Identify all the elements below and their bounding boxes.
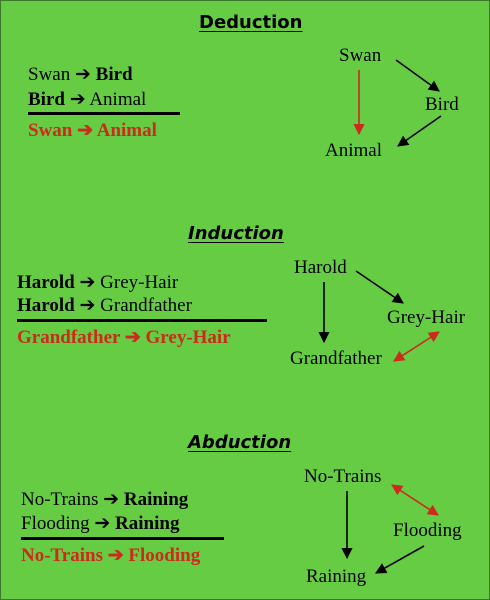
implies-arrow: ➔ [74,64,91,85]
abduction-premise-1: No-Trains ➔ Raining [21,489,188,511]
arrow-no-trains-flooding [391,484,439,516]
term: Raining [123,489,189,510]
term: No-Trains [21,545,103,566]
induction-premise-2: Harold ➔ Grandfather [17,295,192,317]
arrow-grandfather-grey-hair [393,331,440,362]
induction-node-grey-hair: Grey-Hair [387,307,466,328]
induction-title: Induction [188,223,284,244]
induction-node-grandfather: Grandfather [290,348,382,369]
term: Harold [17,295,75,316]
induction-node-harold: Harold [294,257,347,278]
arrow-flooding-to-raining [375,545,425,574]
term: Animal [96,120,157,141]
implies-arrow: ➔ [79,295,96,316]
deduction-node-swan: Swan [339,45,382,66]
implies-arrow: ➔ [79,272,96,293]
abduction-title: Abduction [188,432,292,453]
induction-conclusion: Grandfather ➔ Grey-Hair [17,327,231,349]
implies-arrow: ➔ [77,120,94,141]
term: Flooding [21,513,90,534]
term: Swan [28,64,71,85]
abduction-node-no-trains: No-Trains [304,466,382,487]
abduction-node-flooding: Flooding [393,520,462,541]
deduction-rule-line [28,112,180,115]
abduction-premise-2: Flooding ➔ Raining [21,513,179,535]
induction-rule-line [17,319,267,322]
deduction-premise-2: Bird ➔ Animal [28,89,146,111]
abduction-rule-line [21,537,224,540]
deduction-title: Deduction [199,12,303,33]
term: Flooding [128,545,201,566]
induction-premise-1: Harold ➔ Grey-Hair [17,272,178,294]
term: Raining [115,513,180,534]
term: Bird [95,64,133,85]
term: Harold [17,272,75,293]
term: Grey-Hair [100,272,179,293]
arrow-bird-to-animal [397,115,442,147]
deduction-node-animal: Animal [325,140,382,161]
term: Grey-Hair [145,327,231,348]
term: Swan [28,120,73,141]
implies-arrow: ➔ [107,545,124,566]
term: Bird [28,89,65,110]
term: Animal [89,89,147,110]
abduction-node-raining: Raining [306,566,367,587]
implies-arrow: ➔ [94,513,111,534]
implies-arrow: ➔ [124,327,141,348]
arrow-swan-to-bird [395,59,440,92]
implies-arrow: ➔ [103,489,120,510]
term: Grandfather [17,327,121,348]
implies-arrow: ➔ [69,89,86,110]
deduction-premise-1: Swan ➔ Bird [28,64,133,86]
deduction-conclusion: Swan ➔ Animal [28,120,157,142]
term: No-Trains [21,489,99,510]
deduction-node-bird: Bird [425,94,459,115]
term: Grandfather [100,295,192,316]
arrow-harold-to-grey-hair [355,270,404,304]
abduction-conclusion: No-Trains ➔ Flooding [21,545,200,567]
